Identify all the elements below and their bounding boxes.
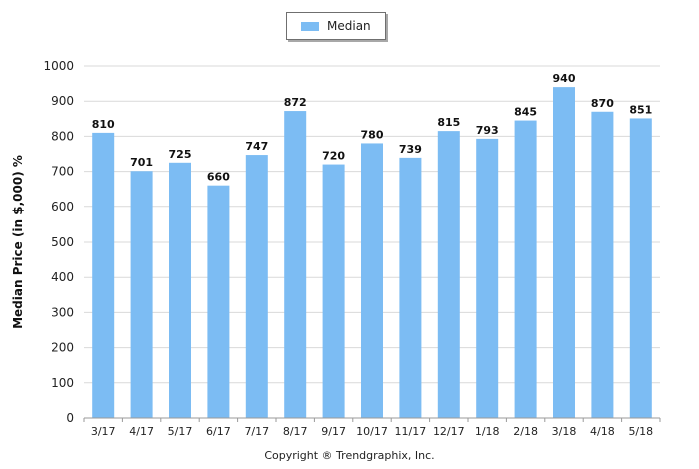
y-tick-label: 900 (51, 94, 74, 108)
x-tick-label: 11/17 (395, 425, 427, 438)
data-label: 739 (399, 143, 422, 156)
y-tick-label: 400 (51, 270, 74, 284)
x-tick-label: 3/17 (91, 425, 116, 438)
x-tick-label: 8/17 (283, 425, 308, 438)
x-tick-label: 9/17 (321, 425, 346, 438)
bar-11-17 (399, 157, 422, 418)
x-tick-label: 5/18 (628, 425, 653, 438)
y-axis-ticks: 0 100 200 300 400 500 600 700 800 900 1000 (43, 59, 74, 425)
y-tick-label: 1000 (43, 59, 74, 73)
bar-7-17 (245, 155, 268, 418)
y-tick-label: 700 (51, 165, 74, 179)
x-tick-label: 4/17 (129, 425, 154, 438)
x-tick-label: 5/17 (168, 425, 193, 438)
data-label: 940 (553, 72, 576, 85)
x-tick-label: 6/17 (206, 425, 231, 438)
x-tick-label: 7/17 (244, 425, 269, 438)
bar-10-17 (361, 143, 383, 418)
y-tick-label: 0 (66, 411, 74, 425)
copyright-text: Copyright ® Trendgraphix, Inc. (264, 449, 435, 462)
bar-5-18 (629, 118, 652, 418)
legend-label: Median (327, 19, 371, 33)
x-tick-label: 12/17 (433, 425, 465, 438)
bar-3-18 (553, 87, 575, 419)
data-label: 747 (245, 140, 268, 153)
bar-9-17 (322, 164, 345, 418)
x-tick-label: 2/18 (513, 425, 538, 438)
y-tick-label: 100 (51, 376, 74, 390)
data-label: 810 (92, 118, 115, 131)
data-label: 660 (207, 171, 230, 184)
bar-12-17 (437, 131, 460, 418)
legend: Median (286, 12, 386, 40)
y-tick-label: 800 (51, 129, 74, 143)
bar-4-18 (591, 111, 614, 418)
bar-2-18 (514, 120, 537, 418)
data-label: 815 (437, 116, 460, 129)
data-label: 872 (284, 96, 307, 109)
y-tick-label: 200 (51, 341, 74, 355)
x-tick-label: 1/18 (475, 425, 500, 438)
bar-3-17 (92, 132, 115, 418)
y-tick-label: 300 (51, 305, 74, 319)
legend-swatch (301, 21, 319, 31)
data-label: 701 (130, 156, 153, 169)
data-label: 845 (514, 106, 537, 119)
bar-8-17 (284, 111, 307, 418)
y-tick-label: 500 (51, 235, 74, 249)
data-label: 851 (629, 103, 652, 116)
data-label: 793 (476, 124, 499, 137)
y-tick-label: 600 (51, 200, 74, 214)
bar-6-17 (207, 185, 230, 418)
data-label: 780 (361, 128, 384, 141)
data-labels: 810 701 725 660 747 872 720 780 739 815 793 845 940 8… (92, 72, 653, 184)
x-axis-ticks: 3/17 4/17 5/17 6/17 7/17 8/17 9/17 10/17 11/17 12… (83, 418, 661, 438)
x-tick-label: 4/18 (590, 425, 615, 438)
data-label: 870 (591, 97, 614, 110)
x-tick-label: 3/18 (552, 425, 577, 438)
data-label: 725 (169, 148, 192, 161)
bar-5-17 (169, 162, 191, 418)
bar-1-18 (476, 138, 499, 418)
data-label: 720 (322, 150, 345, 163)
bars (92, 87, 652, 419)
y-axis-title: Median Price (in $,000) % (11, 155, 25, 329)
x-tick-label: 10/17 (356, 425, 388, 438)
bar-4-17 (130, 171, 153, 418)
